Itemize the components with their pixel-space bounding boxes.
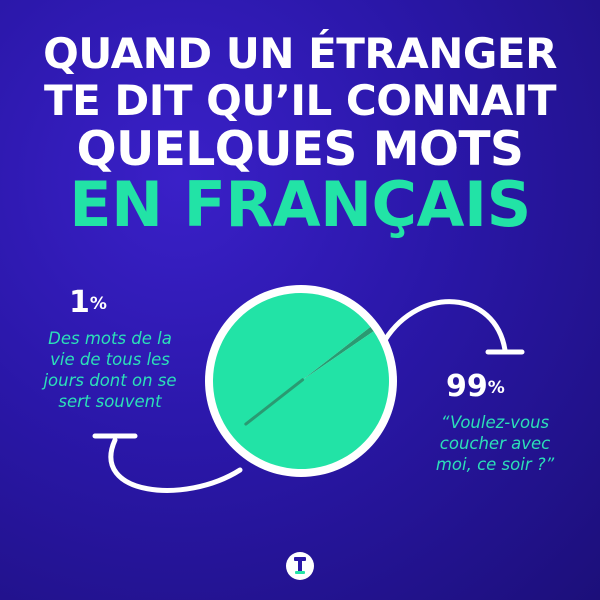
brand-logo-glyph [294,557,306,574]
slice-1-label-line: sert souvent [58,392,162,411]
slice-1-label-line: vie de tous les [50,350,170,369]
slice-2-percent: 99% [446,372,505,402]
right-connector-line [382,299,508,353]
pie-slice-1 [301,326,374,381]
slice-1-label: Des mots de la vie de tous les jours don… [20,328,200,412]
slice-2-label-line: moi, ce soir ?” [435,455,555,474]
slice-2-value: 99 [446,369,488,404]
slice-2-label-line: “Voulez-vous [440,413,550,432]
slice-2-unit: % [487,378,505,398]
slice-2-label-line: coucher avec [439,434,551,453]
brand-logo-icon [286,552,314,580]
slice-2-label: “Voulez-vous coucher avec moi, ce soir ?… [410,412,580,475]
headline-line-2: TE DIT QU’IL CONNAIT [43,76,557,125]
headline-line-1: QUAND UN ÉTRANGER [43,29,557,78]
pie-slice-1-marker [244,378,305,426]
headline-line-3: QUELQUES MOTS [76,122,524,177]
slice-1-label-line: jours dont on se [43,371,177,390]
slice-1-unit: % [89,294,107,314]
slice-1-percent: 1% [69,288,107,318]
slice-1-value: 1 [69,285,90,320]
slice-1-label-line: Des mots de la [48,329,172,348]
headline-line-4: EN FRANÇAIS [69,168,531,241]
left-connector-line [108,437,243,493]
headline: QUAND UN ÉTRANGER TE DIT QU’IL CONNAIT Q… [0,30,600,236]
